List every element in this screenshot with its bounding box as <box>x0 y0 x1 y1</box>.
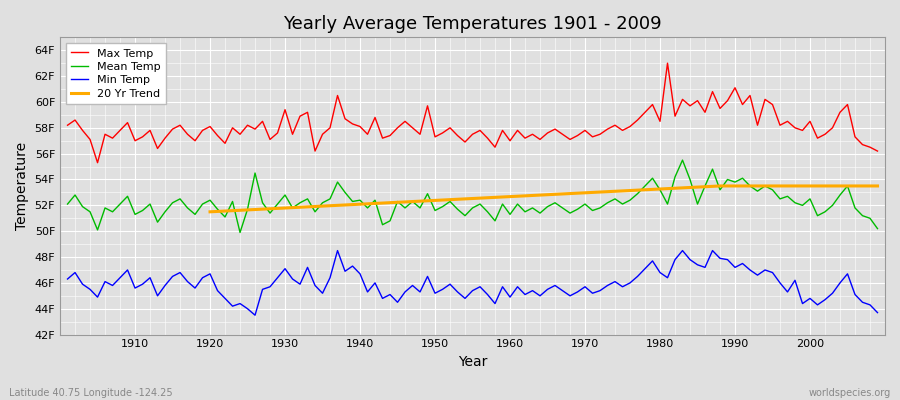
Line: Min Temp: Min Temp <box>68 250 878 315</box>
20 Yr Trend <box>850 184 860 188</box>
X-axis label: Year: Year <box>458 355 487 369</box>
Min Temp <box>62 277 73 282</box>
Mean Temp <box>872 226 883 231</box>
Mean Temp <box>602 200 613 205</box>
20 Yr Trend <box>782 184 793 188</box>
Max Temp <box>339 116 350 121</box>
Min Temp <box>609 279 620 284</box>
20 Yr Trend <box>294 205 305 210</box>
Max Temp <box>294 114 305 118</box>
Max Temp <box>662 61 673 66</box>
Mean Temp <box>339 190 350 195</box>
Min Temp <box>519 292 530 297</box>
Min Temp <box>872 310 883 315</box>
Min Temp <box>347 264 358 268</box>
Title: Yearly Average Temperatures 1901 - 2009: Yearly Average Temperatures 1901 - 2009 <box>284 15 662 33</box>
20 Yr Trend <box>670 186 680 191</box>
20 Yr Trend <box>872 184 883 188</box>
Min Temp <box>294 282 305 286</box>
Mean Temp <box>512 202 523 206</box>
Legend: Max Temp, Mean Temp, Min Temp, 20 Yr Trend: Max Temp, Mean Temp, Min Temp, 20 Yr Tre… <box>66 43 166 104</box>
Max Temp <box>872 149 883 154</box>
20 Yr Trend <box>715 184 725 188</box>
Mean Temp <box>677 158 688 162</box>
20 Yr Trend <box>767 184 778 188</box>
Max Temp <box>602 127 613 132</box>
Mean Temp <box>505 212 516 217</box>
Mean Temp <box>122 194 133 199</box>
Max Temp <box>512 128 523 133</box>
Min Temp <box>512 284 523 289</box>
Y-axis label: Temperature: Temperature <box>15 142 29 230</box>
20 Yr Trend <box>204 210 215 214</box>
Text: worldspecies.org: worldspecies.org <box>809 388 891 398</box>
Line: Max Temp: Max Temp <box>68 63 878 163</box>
Text: Latitude 40.75 Longitude -124.25: Latitude 40.75 Longitude -124.25 <box>9 388 173 398</box>
Mean Temp <box>294 200 305 205</box>
Min Temp <box>122 268 133 272</box>
Mean Temp <box>62 202 73 206</box>
Line: Mean Temp: Mean Temp <box>68 160 878 232</box>
Line: 20 Yr Trend: 20 Yr Trend <box>210 186 878 212</box>
Max Temp <box>92 160 103 165</box>
Mean Temp <box>235 230 246 235</box>
Max Temp <box>505 138 516 143</box>
20 Yr Trend <box>407 199 418 204</box>
Max Temp <box>130 138 140 143</box>
Max Temp <box>62 123 73 128</box>
Min Temp <box>332 248 343 253</box>
Min Temp <box>249 313 260 318</box>
